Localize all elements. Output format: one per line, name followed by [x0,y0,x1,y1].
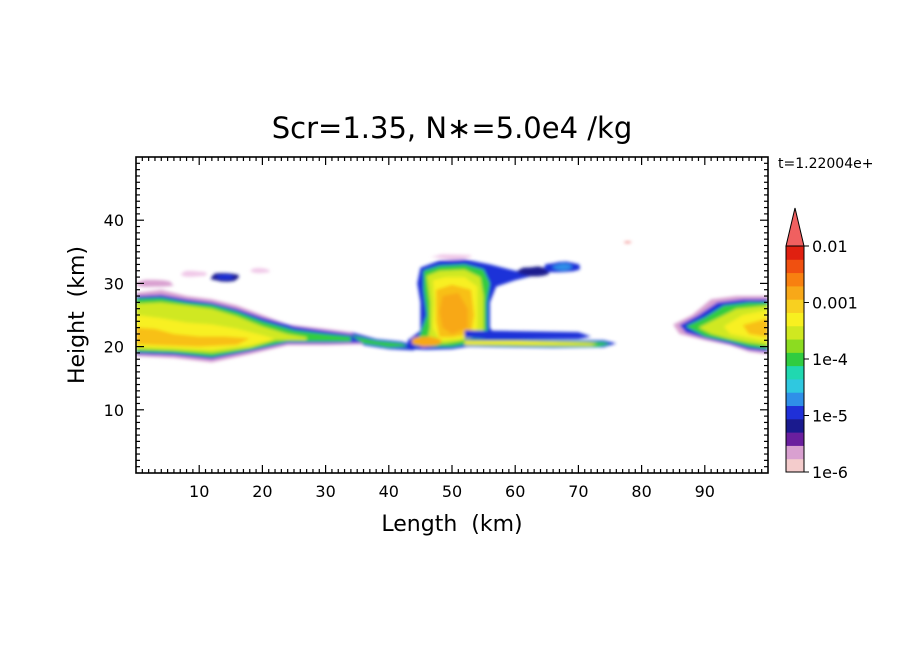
colorbar-label: 1e-4 [812,350,848,369]
left-layer-core [136,327,250,347]
colorbar-labels: 0.01 0.001 1e-4 1e-5 1e-6 [804,237,858,482]
x-tick-label: 10 [189,482,209,501]
colorbar-segment [786,432,804,446]
time-stamp: t=1.22004e+ [778,156,873,172]
left-top-core [215,274,234,280]
colorbar-label: 1e-5 [812,407,848,426]
left-top-pink [180,270,207,277]
x-tick-label: 20 [252,482,272,501]
column-top-pink [430,254,472,260]
colorbar-segment [786,392,804,407]
y-tick-label: 30 [104,274,124,293]
speck [623,241,632,244]
heatmap-field [136,241,768,363]
colorbar [785,207,805,473]
colorbar-segment [786,365,804,380]
sheet-yellow [464,340,598,346]
left-top-pink2 [250,268,271,274]
colorbar-extend-arrow [785,207,805,247]
colorbar-label: 1e-6 [812,463,848,482]
right-layer-core [742,318,768,338]
colorbar-segment [786,312,804,327]
colorbar-segment [786,272,804,287]
y-axis-label: Height (km) [65,246,90,384]
column-plume3 [551,263,573,271]
y-tick-labels: 10 20 30 40 [104,211,124,420]
x-tick-labels: 10 20 30 40 50 60 70 80 90 [189,482,715,501]
colorbar-segment [786,299,804,313]
colorbar-segment [786,418,804,433]
axis-ticks [136,157,768,473]
colorbar-segment [786,352,804,367]
chart-title: Scr=1.35, N∗=5.0e4 /kg [272,111,632,145]
colorbar-segment [786,405,804,420]
colorbar-segment [786,445,804,460]
x-tick-label: 70 [568,482,588,501]
colorbar-segment [786,246,804,260]
x-axis-label: Length (km) [381,512,522,537]
x-tick-label: 60 [505,482,525,501]
x-tick-label: 90 [695,482,715,501]
colorbar-segment [786,325,804,340]
y-tick-label: 10 [104,401,124,420]
colorbar-label: 0.001 [812,294,858,313]
x-tick-label: 50 [442,482,462,501]
column-core [439,292,468,334]
colorbar-segment [786,339,804,353]
column-plume [516,266,551,277]
left-top-pink3 [136,279,174,287]
colorbar-segment [786,285,804,300]
y-tick-label: 20 [104,338,124,357]
x-tick-label: 80 [631,482,651,501]
colorbar-segment [786,259,804,274]
x-tick-label: 30 [315,482,335,501]
colorbar-segment [786,458,804,473]
colorbar-label: 0.01 [812,237,848,256]
connector-green [350,335,408,348]
sheet-upper-blue [464,330,591,339]
colorbar-segment [786,378,804,393]
x-tick-label: 40 [379,482,399,501]
y-tick-label: 40 [104,211,124,230]
column-base [412,336,442,347]
